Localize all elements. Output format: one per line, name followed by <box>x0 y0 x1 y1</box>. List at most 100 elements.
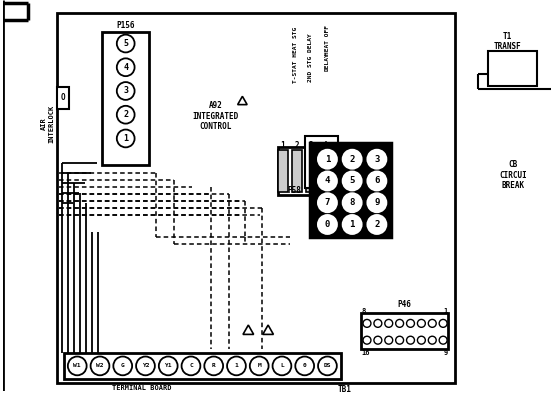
Text: 2: 2 <box>295 141 299 150</box>
Circle shape <box>367 193 386 212</box>
Circle shape <box>273 357 291 375</box>
Text: 8: 8 <box>361 308 365 314</box>
Text: R: R <box>212 363 216 369</box>
Text: DELAY: DELAY <box>325 52 330 71</box>
Circle shape <box>117 130 135 147</box>
Circle shape <box>439 336 447 344</box>
Text: T-STAT HEAT STG: T-STAT HEAT STG <box>293 26 298 83</box>
Circle shape <box>367 150 386 169</box>
Bar <box>102 32 150 165</box>
Circle shape <box>227 357 246 375</box>
Text: T1: T1 <box>503 32 512 41</box>
Circle shape <box>343 150 362 169</box>
Polygon shape <box>243 325 254 335</box>
Text: 6: 6 <box>374 177 379 186</box>
Text: 5: 5 <box>350 177 355 186</box>
Text: Y2: Y2 <box>142 363 149 369</box>
Text: 1: 1 <box>234 363 238 369</box>
Bar <box>278 147 335 195</box>
Circle shape <box>159 357 178 375</box>
Text: AIR
INTERLOCK: AIR INTERLOCK <box>41 105 54 143</box>
Circle shape <box>363 320 371 327</box>
Text: 0: 0 <box>325 220 330 229</box>
Bar <box>305 136 338 188</box>
Circle shape <box>295 357 314 375</box>
Bar <box>278 150 288 192</box>
Text: 2: 2 <box>350 155 355 164</box>
Circle shape <box>439 320 447 327</box>
Text: P156: P156 <box>116 21 135 30</box>
Text: TERMINAL BOARD: TERMINAL BOARD <box>112 385 171 391</box>
Circle shape <box>117 82 135 100</box>
Text: TRANSF: TRANSF <box>494 42 521 51</box>
Text: 5: 5 <box>123 39 128 48</box>
Circle shape <box>407 320 414 327</box>
Circle shape <box>117 58 135 76</box>
Text: 3: 3 <box>309 141 313 150</box>
Text: 7: 7 <box>325 198 330 207</box>
Circle shape <box>396 336 403 344</box>
Text: 1: 1 <box>444 308 448 314</box>
Text: G: G <box>121 363 125 369</box>
Text: 4: 4 <box>123 63 128 72</box>
Text: 3: 3 <box>374 155 379 164</box>
Text: 2: 2 <box>374 220 379 229</box>
Circle shape <box>417 320 425 327</box>
Text: L: L <box>280 363 284 369</box>
Circle shape <box>374 336 382 344</box>
Text: 1: 1 <box>281 141 285 150</box>
Circle shape <box>318 193 337 212</box>
Bar <box>292 150 302 192</box>
Text: W1: W1 <box>74 363 81 369</box>
Text: A92: A92 <box>209 101 223 110</box>
Text: TB1: TB1 <box>337 385 351 394</box>
Circle shape <box>374 320 382 327</box>
Circle shape <box>343 193 362 212</box>
Circle shape <box>363 336 371 344</box>
Circle shape <box>343 215 362 234</box>
Text: 4: 4 <box>322 141 327 150</box>
Circle shape <box>182 357 201 375</box>
Text: HEAT OFF: HEAT OFF <box>325 24 330 55</box>
Circle shape <box>318 215 337 234</box>
Text: P46: P46 <box>398 300 412 309</box>
Text: 3: 3 <box>123 87 128 96</box>
Text: 0: 0 <box>303 363 306 369</box>
Bar <box>320 150 330 192</box>
Circle shape <box>136 357 155 375</box>
Text: O: O <box>61 93 66 102</box>
Circle shape <box>367 171 386 190</box>
Bar <box>488 51 537 86</box>
Circle shape <box>318 357 337 375</box>
Text: CB
CIRCUI
BREAK: CB CIRCUI BREAK <box>500 160 527 190</box>
Text: DS: DS <box>324 363 331 369</box>
Text: 1: 1 <box>350 220 355 229</box>
Circle shape <box>318 171 337 190</box>
Polygon shape <box>263 325 274 335</box>
Bar <box>310 143 391 237</box>
Text: 9: 9 <box>374 198 379 207</box>
Text: W2: W2 <box>96 363 104 369</box>
Circle shape <box>343 171 362 190</box>
Circle shape <box>407 336 414 344</box>
Text: 2: 2 <box>123 110 128 119</box>
Bar <box>58 87 69 109</box>
Circle shape <box>250 357 269 375</box>
Bar <box>306 150 316 192</box>
Circle shape <box>385 320 393 327</box>
Text: 1: 1 <box>325 155 330 164</box>
Circle shape <box>68 357 86 375</box>
Circle shape <box>117 106 135 124</box>
Polygon shape <box>238 96 247 105</box>
Circle shape <box>428 336 436 344</box>
Circle shape <box>114 357 132 375</box>
Text: Y1: Y1 <box>165 363 172 369</box>
Circle shape <box>91 357 109 375</box>
Text: 1: 1 <box>123 134 128 143</box>
Text: 4: 4 <box>325 177 330 186</box>
Text: C: C <box>189 363 193 369</box>
Text: INTEGRATED
CONTROL: INTEGRATED CONTROL <box>193 112 239 131</box>
Circle shape <box>428 320 436 327</box>
Circle shape <box>417 336 425 344</box>
Text: 2ND STG DELAY: 2ND STG DELAY <box>308 33 313 82</box>
